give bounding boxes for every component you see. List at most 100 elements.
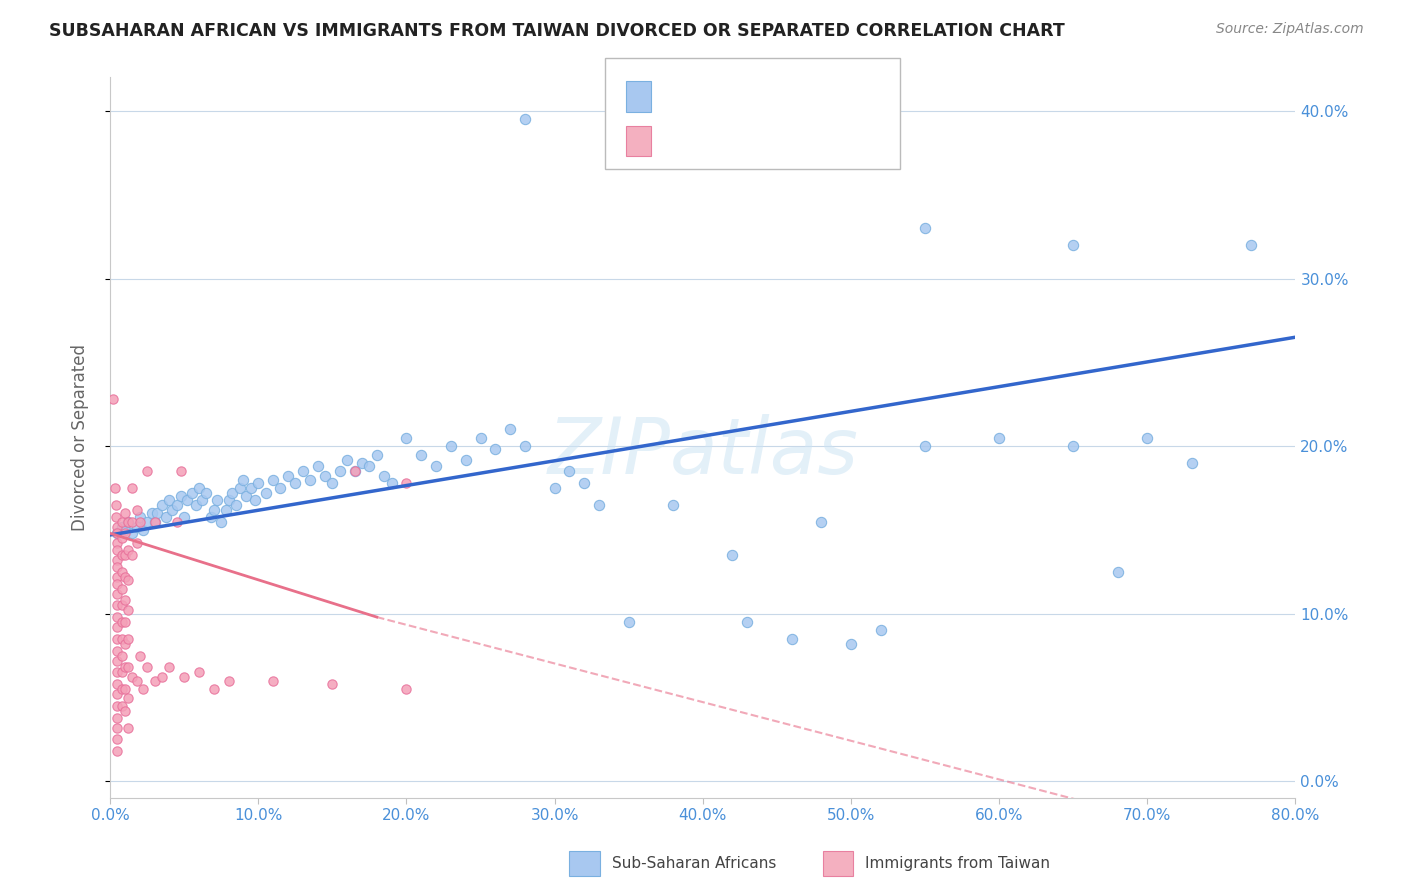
- Point: [150, 670, 173, 684]
- Point: [103, 481, 125, 495]
- Point: [235, 490, 257, 504]
- Point: [343, 464, 366, 478]
- Point: [111, 582, 134, 596]
- Point: [218, 492, 240, 507]
- Point: [350, 456, 373, 470]
- Point: [117, 515, 139, 529]
- Point: [170, 490, 193, 504]
- Point: [440, 439, 463, 453]
- Point: [114, 637, 136, 651]
- Point: [107, 698, 129, 713]
- Point: [202, 503, 225, 517]
- Point: [114, 506, 136, 520]
- Point: [184, 498, 207, 512]
- Point: [869, 624, 891, 638]
- Point: [111, 565, 134, 579]
- Text: Source: ZipAtlas.com: Source: ZipAtlas.com: [1216, 22, 1364, 37]
- Point: [128, 648, 150, 663]
- Point: [157, 660, 180, 674]
- Point: [107, 620, 129, 634]
- Point: [247, 475, 270, 490]
- Point: [117, 515, 139, 529]
- Point: [111, 632, 134, 646]
- Point: [588, 498, 610, 512]
- Point: [314, 469, 336, 483]
- Point: [381, 475, 404, 490]
- Point: [114, 548, 136, 562]
- Point: [284, 475, 307, 490]
- Text: R = -0.207   N = 92: R = -0.207 N = 92: [665, 132, 842, 150]
- Point: [107, 553, 129, 567]
- Point: [209, 515, 232, 529]
- Point: [188, 481, 211, 495]
- Point: [107, 610, 129, 624]
- Point: [136, 660, 159, 674]
- Point: [121, 670, 143, 684]
- Point: [121, 548, 143, 562]
- Point: [117, 690, 139, 705]
- Point: [229, 481, 252, 495]
- Point: [202, 682, 225, 697]
- Point: [513, 112, 536, 127]
- Point: [143, 515, 166, 529]
- Point: [166, 498, 188, 512]
- Point: [195, 486, 218, 500]
- Point: [914, 221, 936, 235]
- Point: [114, 526, 136, 541]
- Point: [131, 523, 153, 537]
- Point: [105, 509, 128, 524]
- Point: [617, 615, 640, 629]
- Point: [128, 509, 150, 524]
- Point: [200, 509, 222, 524]
- Point: [107, 632, 129, 646]
- Point: [107, 526, 129, 541]
- Point: [343, 464, 366, 478]
- Point: [125, 673, 148, 688]
- Point: [117, 660, 139, 674]
- Point: [366, 448, 388, 462]
- Point: [111, 531, 134, 545]
- Point: [173, 509, 195, 524]
- Point: [114, 593, 136, 607]
- Point: [205, 492, 228, 507]
- Point: [1062, 439, 1084, 453]
- Point: [499, 422, 522, 436]
- Point: [107, 519, 129, 533]
- Point: [114, 523, 136, 537]
- Text: Immigrants from Taiwan: Immigrants from Taiwan: [865, 856, 1050, 871]
- Point: [225, 498, 247, 512]
- Point: [254, 486, 277, 500]
- Point: [111, 615, 134, 629]
- Point: [484, 442, 506, 457]
- Point: [188, 665, 211, 680]
- Point: [136, 464, 159, 478]
- Point: [721, 548, 744, 562]
- Point: [307, 459, 329, 474]
- Point: [321, 475, 343, 490]
- Point: [107, 665, 129, 680]
- Point: [373, 469, 395, 483]
- Point: [111, 682, 134, 697]
- Point: [107, 570, 129, 584]
- Point: [1136, 431, 1159, 445]
- Point: [232, 473, 254, 487]
- Point: [128, 515, 150, 529]
- Point: [395, 682, 418, 697]
- Point: [111, 548, 134, 562]
- Point: [1107, 565, 1129, 579]
- Point: [107, 711, 129, 725]
- Point: [988, 431, 1011, 445]
- Point: [218, 673, 240, 688]
- Point: [146, 506, 169, 520]
- Point: [107, 526, 129, 541]
- Point: [336, 452, 359, 467]
- Point: [735, 615, 758, 629]
- Point: [558, 464, 581, 478]
- Point: [111, 665, 134, 680]
- Point: [180, 486, 202, 500]
- Point: [117, 543, 139, 558]
- Point: [214, 503, 236, 517]
- Point: [914, 439, 936, 453]
- Point: [395, 431, 418, 445]
- Point: [1062, 238, 1084, 252]
